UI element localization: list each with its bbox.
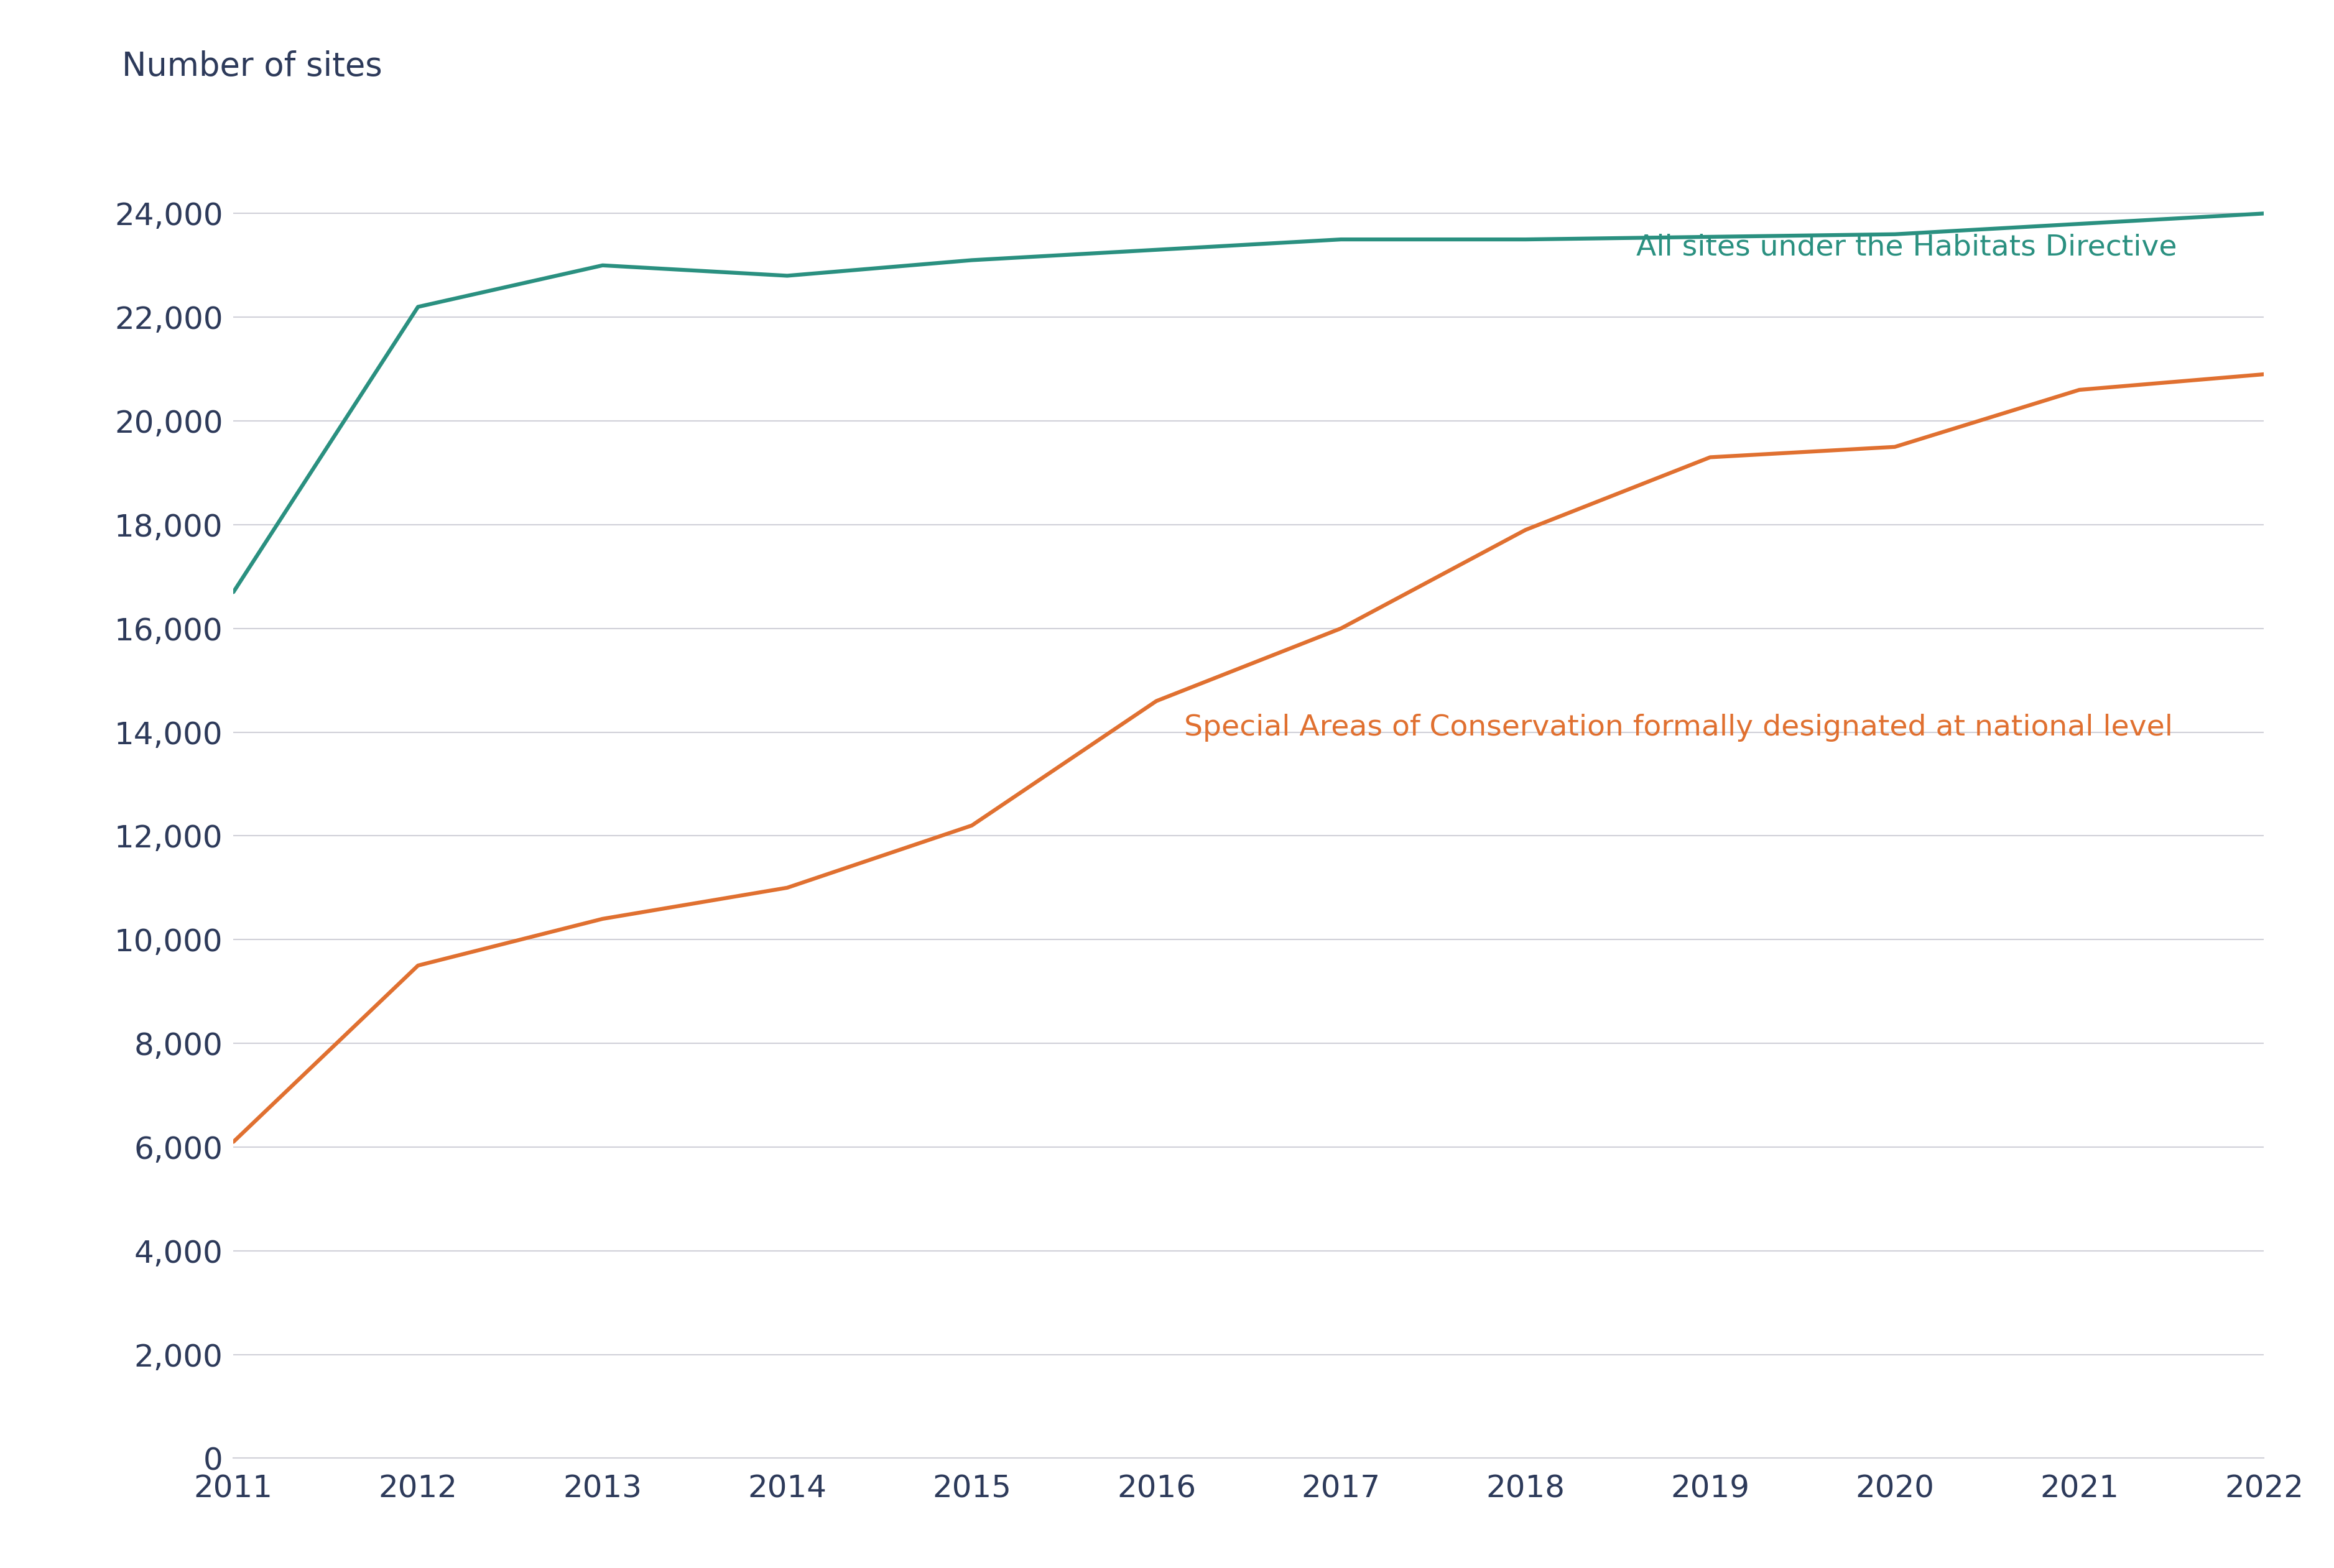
Text: All sites under the Habitats Directive: All sites under the Habitats Directive bbox=[1636, 234, 2178, 262]
Text: Special Areas of Conservation formally designated at national level: Special Areas of Conservation formally d… bbox=[1183, 713, 2173, 742]
Text: Number of sites: Number of sites bbox=[121, 50, 383, 83]
